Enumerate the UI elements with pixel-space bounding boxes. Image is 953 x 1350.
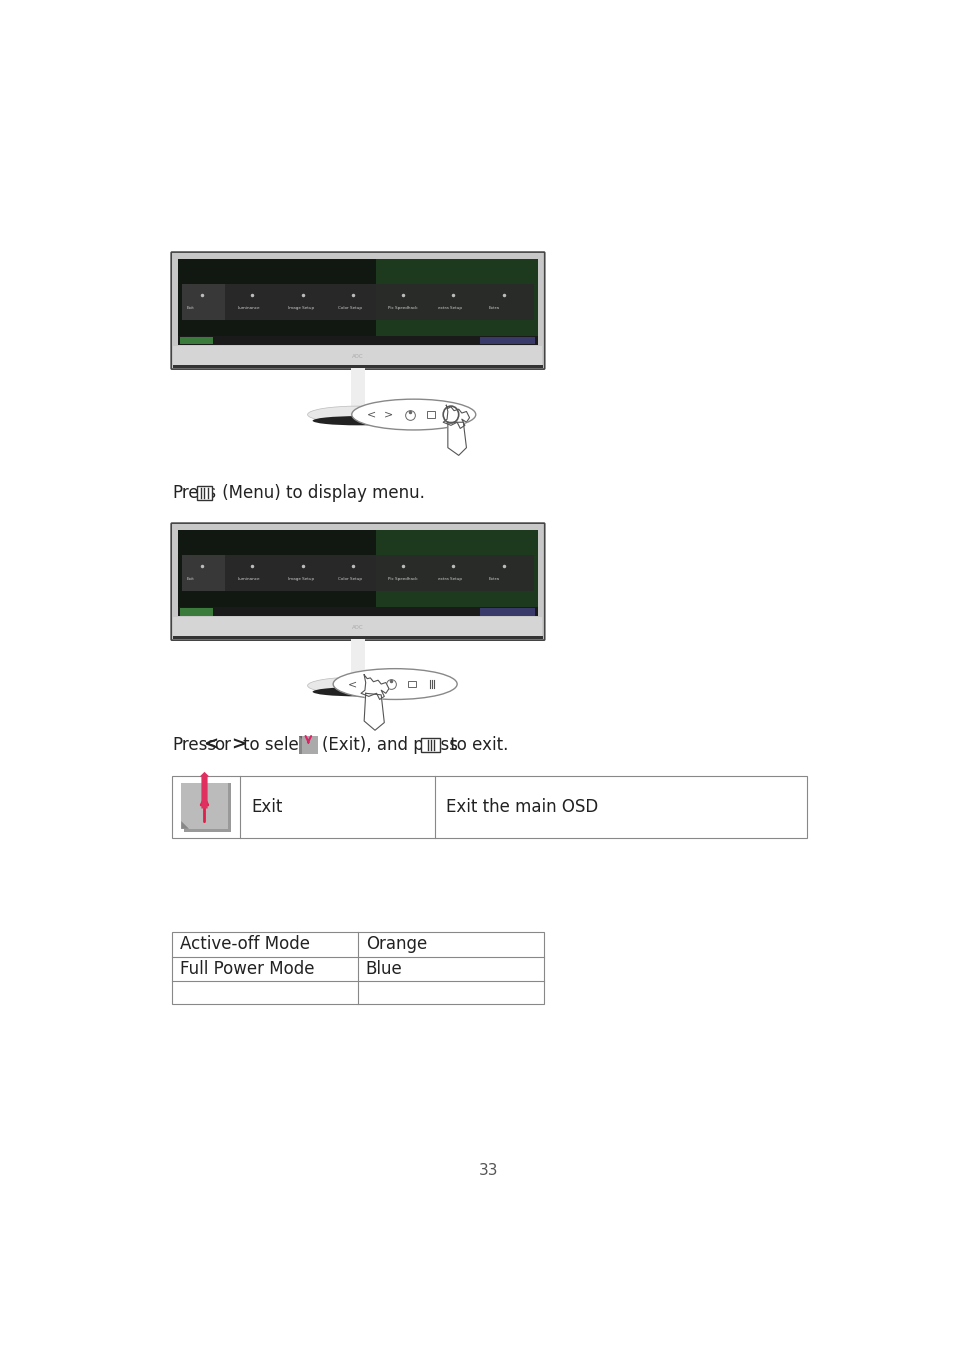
Bar bbox=[180, 336, 213, 344]
Bar bbox=[178, 259, 537, 346]
Text: Exit the main OSD: Exit the main OSD bbox=[446, 798, 598, 817]
Bar bbox=[182, 284, 225, 320]
Polygon shape bbox=[364, 694, 384, 730]
Bar bbox=[184, 783, 231, 832]
Bar bbox=[351, 369, 365, 406]
Text: Exit: Exit bbox=[187, 305, 194, 309]
Ellipse shape bbox=[352, 400, 476, 429]
Bar bbox=[351, 640, 365, 678]
Text: Extra: Extra bbox=[488, 305, 499, 309]
Bar bbox=[178, 531, 537, 617]
Text: >: > bbox=[365, 679, 375, 688]
Bar bbox=[182, 555, 534, 591]
FancyArrow shape bbox=[199, 772, 209, 809]
Text: Orange: Orange bbox=[365, 936, 427, 953]
Text: >: > bbox=[384, 409, 394, 420]
Text: <: < bbox=[203, 736, 217, 753]
Ellipse shape bbox=[313, 416, 403, 425]
Text: <: < bbox=[366, 409, 375, 420]
Text: Exit: Exit bbox=[187, 576, 194, 580]
Bar bbox=[421, 738, 439, 752]
Text: >: > bbox=[231, 736, 246, 753]
Text: to exit.: to exit. bbox=[444, 736, 508, 753]
Text: Luminance: Luminance bbox=[237, 576, 259, 580]
Ellipse shape bbox=[307, 678, 408, 694]
Bar bbox=[181, 783, 228, 829]
Text: Exit: Exit bbox=[251, 798, 282, 817]
Text: Image Setup: Image Setup bbox=[287, 576, 314, 580]
Text: AOC: AOC bbox=[352, 354, 363, 359]
Text: 33: 33 bbox=[478, 1164, 498, 1179]
Bar bbox=[302, 736, 317, 755]
Text: Color Setup: Color Setup bbox=[337, 305, 361, 309]
Bar bbox=[427, 412, 435, 417]
Text: extra Setup: extra Setup bbox=[438, 576, 462, 580]
Bar bbox=[298, 736, 317, 755]
FancyBboxPatch shape bbox=[171, 524, 544, 640]
Text: Color Setup: Color Setup bbox=[337, 576, 361, 580]
Polygon shape bbox=[360, 675, 389, 699]
Text: (Menu) to display menu.: (Menu) to display menu. bbox=[216, 485, 424, 502]
Text: Full Power Mode: Full Power Mode bbox=[179, 960, 314, 977]
Text: Active-off Mode: Active-off Mode bbox=[179, 936, 310, 953]
Bar bbox=[178, 608, 537, 617]
Bar bbox=[479, 336, 535, 344]
Bar bbox=[173, 617, 542, 639]
Text: Press: Press bbox=[172, 485, 215, 502]
Bar bbox=[479, 608, 535, 616]
Polygon shape bbox=[298, 736, 302, 738]
Ellipse shape bbox=[333, 668, 456, 699]
Bar bbox=[375, 531, 537, 617]
Text: to select: to select bbox=[243, 736, 314, 753]
Bar bbox=[182, 284, 534, 320]
Text: Luminance: Luminance bbox=[237, 305, 259, 309]
Bar bbox=[173, 346, 542, 367]
Bar bbox=[172, 636, 542, 639]
Text: Press: Press bbox=[172, 736, 215, 753]
Text: Pic Speedhack: Pic Speedhack bbox=[388, 576, 417, 580]
Bar bbox=[172, 776, 806, 838]
Polygon shape bbox=[443, 405, 469, 428]
FancyBboxPatch shape bbox=[171, 252, 544, 369]
Text: AOC: AOC bbox=[352, 625, 363, 630]
Ellipse shape bbox=[313, 687, 403, 697]
Text: (Exit), and press: (Exit), and press bbox=[322, 736, 457, 753]
Bar bbox=[196, 486, 212, 500]
Text: Blue: Blue bbox=[365, 960, 402, 977]
Text: Pic Speedhack: Pic Speedhack bbox=[388, 305, 417, 309]
Bar bbox=[178, 336, 537, 346]
Text: <: < bbox=[348, 679, 356, 688]
Text: Extra: Extra bbox=[488, 576, 499, 580]
Bar bbox=[172, 364, 542, 367]
Polygon shape bbox=[447, 423, 466, 455]
Text: or: or bbox=[213, 736, 231, 753]
Text: Image Setup: Image Setup bbox=[287, 305, 314, 309]
Bar bbox=[172, 931, 543, 1004]
Bar bbox=[182, 555, 225, 591]
Ellipse shape bbox=[307, 406, 408, 423]
Bar bbox=[375, 259, 537, 346]
Bar bbox=[180, 608, 213, 616]
Text: extra Setup: extra Setup bbox=[438, 305, 462, 309]
Polygon shape bbox=[181, 821, 189, 829]
Bar bbox=[408, 680, 416, 687]
